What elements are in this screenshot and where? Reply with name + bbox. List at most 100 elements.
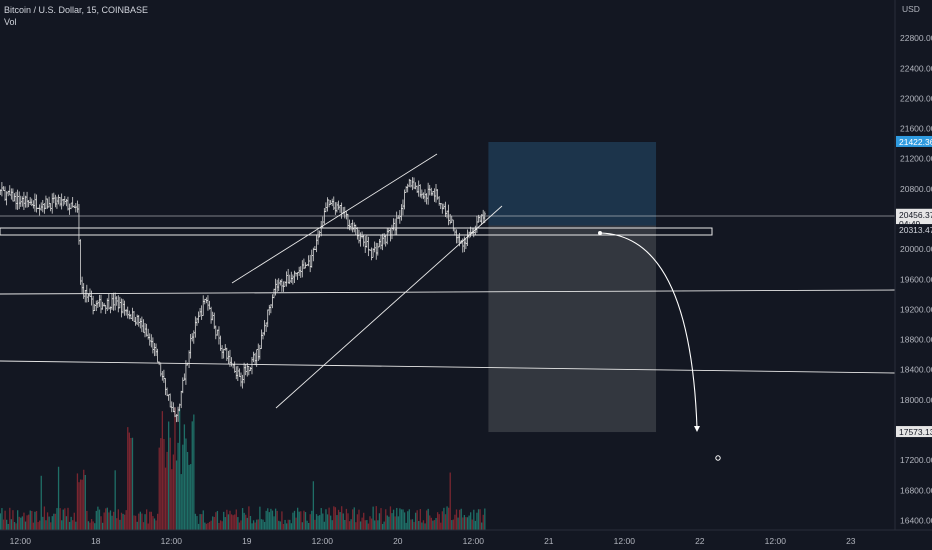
volume-bar bbox=[193, 414, 195, 530]
ohlc-bar bbox=[297, 266, 301, 276]
ohlc-bar bbox=[192, 330, 195, 344]
volume-bar bbox=[270, 508, 272, 530]
ohlc-bar bbox=[290, 271, 293, 283]
support-line[interactable] bbox=[0, 289, 896, 295]
ohlc-bar bbox=[17, 191, 21, 210]
volume-bar bbox=[366, 520, 368, 530]
volume-bar bbox=[125, 510, 127, 530]
volume-bar bbox=[389, 506, 392, 530]
volume-bar bbox=[296, 507, 299, 530]
volume-bar bbox=[157, 513, 159, 530]
volume-bar bbox=[479, 509, 481, 530]
ohlc-bar bbox=[319, 220, 323, 237]
volume-bar bbox=[257, 519, 259, 530]
volume-bar bbox=[237, 517, 239, 530]
ohlc-bar bbox=[335, 202, 339, 213]
volume-bar bbox=[438, 514, 440, 530]
ohlc-bar bbox=[184, 360, 188, 385]
position-loss-zone[interactable] bbox=[488, 225, 657, 433]
ohlc-bar bbox=[279, 279, 282, 286]
volume-bar bbox=[95, 510, 97, 530]
ohlc-bar bbox=[140, 316, 144, 333]
volume-bar bbox=[454, 514, 456, 530]
volume-bar bbox=[358, 509, 360, 530]
ohlc-bar bbox=[143, 322, 147, 338]
volume-bar bbox=[433, 520, 436, 530]
ohlc-bar bbox=[13, 193, 16, 202]
volume-bar bbox=[1, 508, 3, 530]
volume-bar bbox=[83, 469, 85, 530]
ohlc-bar bbox=[38, 204, 41, 216]
volume-bar bbox=[10, 519, 13, 530]
ohlc-bar bbox=[269, 304, 273, 314]
volume-bar bbox=[284, 519, 286, 530]
ohlc-bar bbox=[41, 200, 44, 213]
volume-bar bbox=[188, 464, 190, 530]
volume-bar bbox=[164, 467, 167, 530]
ohlc-bar bbox=[340, 202, 343, 219]
ohlc-bar bbox=[8, 185, 11, 196]
resistance-zone-box[interactable] bbox=[0, 227, 713, 236]
volume-bar bbox=[355, 522, 357, 530]
ohlc-bar bbox=[126, 306, 129, 319]
volume-bar bbox=[182, 444, 184, 530]
volume-bar bbox=[43, 506, 46, 530]
ohlc-bar bbox=[356, 227, 359, 240]
volume-bar bbox=[337, 509, 340, 530]
position-profit-zone[interactable] bbox=[488, 141, 657, 226]
ohlc-bar bbox=[268, 304, 271, 316]
ohlc-bar bbox=[51, 193, 54, 214]
ohlc-bar bbox=[194, 316, 197, 338]
volume-bar bbox=[191, 421, 193, 530]
volume-bar bbox=[245, 514, 247, 530]
channel-lower-line[interactable] bbox=[275, 205, 503, 409]
ohlc-bar bbox=[257, 343, 260, 361]
position-top-badge: 21422.36 bbox=[899, 137, 932, 147]
volume-bar bbox=[383, 521, 385, 530]
drawing-handle[interactable] bbox=[715, 455, 721, 461]
volume-bar bbox=[422, 520, 425, 530]
volume-bar bbox=[459, 509, 461, 530]
volume-bar bbox=[241, 508, 244, 530]
volume-bar bbox=[105, 508, 107, 530]
volume-bar bbox=[152, 516, 154, 530]
projection-arc[interactable] bbox=[599, 232, 698, 429]
volume-bar bbox=[290, 523, 293, 530]
volume-bar bbox=[347, 513, 349, 530]
ohlc-bar bbox=[233, 361, 236, 373]
volume-bar bbox=[309, 514, 311, 530]
ohlc-bar bbox=[378, 238, 381, 248]
volume-bar bbox=[205, 523, 208, 530]
ohlc-bar bbox=[28, 197, 32, 206]
volume-bar bbox=[116, 518, 118, 530]
ohlc-bar bbox=[455, 229, 458, 244]
volume-bar bbox=[374, 520, 376, 530]
volume-bar bbox=[372, 506, 374, 530]
ohlc-bar bbox=[74, 203, 78, 213]
volume-bar bbox=[212, 516, 214, 530]
ohlc-bar bbox=[5, 191, 8, 206]
ohlc-bar bbox=[433, 188, 436, 202]
volume-bar bbox=[40, 475, 42, 530]
time-tick-label: 12:00 bbox=[614, 536, 636, 546]
time-tick-label: 12:00 bbox=[10, 536, 32, 546]
volume-bar bbox=[468, 515, 470, 530]
ohlc-bar bbox=[379, 235, 383, 250]
volume-bar bbox=[13, 522, 16, 530]
lower-support-line[interactable] bbox=[0, 360, 896, 374]
channel-upper-line[interactable] bbox=[231, 153, 438, 284]
ohlc-bar bbox=[236, 365, 240, 382]
volume-bar bbox=[443, 507, 445, 530]
ohlc-bar bbox=[404, 186, 408, 193]
volume-bar bbox=[180, 474, 182, 530]
volume-bar bbox=[370, 518, 373, 530]
volume-bar bbox=[202, 510, 204, 530]
ohlc-bar bbox=[452, 219, 455, 232]
ohlc-bar bbox=[326, 197, 329, 212]
ohlc-bar bbox=[2, 186, 5, 191]
volume-bar bbox=[42, 516, 44, 530]
ohlc-bar bbox=[93, 304, 96, 311]
ohlc-bar bbox=[55, 196, 59, 209]
